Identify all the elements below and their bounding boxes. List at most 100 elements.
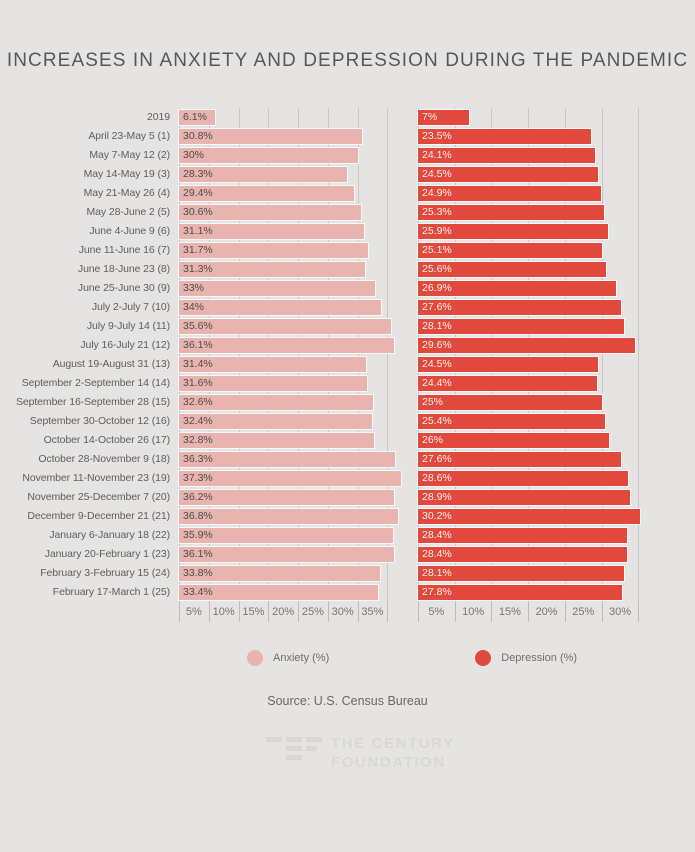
depression-bar: 25.4% (418, 414, 605, 429)
bar-value-label: 27.8% (422, 586, 452, 598)
depression-plot: 7% (418, 108, 659, 127)
axis-tick-label: 30% (331, 606, 354, 618)
legend-swatch (247, 650, 263, 666)
row-label: November 11-November 23 (19) (22, 472, 170, 484)
bar-value-label: 33.8% (183, 567, 213, 579)
row-label: December 9-December 21 (21) (27, 510, 170, 522)
axis-tick-label: 10% (212, 606, 235, 618)
depression-plot: 30.2% (418, 507, 659, 526)
gridline (387, 374, 389, 393)
gridline (357, 184, 359, 203)
gridline (638, 279, 640, 298)
row-label: September 2-September 14 (14) (21, 377, 170, 389)
tcf-logo-icon (266, 734, 322, 772)
gridline (638, 393, 640, 412)
legend-label-depression: Depression (%) (501, 652, 578, 664)
tcf-logo-line2: FOUNDATION (331, 754, 446, 772)
anxiety-bar: 36.8% (179, 509, 399, 524)
gridline (238, 108, 240, 127)
page-title: INCREASES IN ANXIETY AND DEPRESSION DURI… (6, 50, 689, 71)
bar-value-label: 25.3% (422, 206, 452, 218)
row-label: June 25-June 30 (9) (77, 282, 170, 294)
bar-value-label: 30.8% (183, 130, 213, 142)
row-label: July 9-July 14 (11) (86, 320, 170, 332)
gridline (638, 564, 640, 583)
depression-bar: 23.5% (418, 129, 591, 144)
axis-tick-label: 30% (609, 606, 632, 618)
bar-value-label: 28.4% (422, 529, 452, 541)
bar-value-label: 31.4% (183, 358, 213, 370)
bar-value-label: 30.6% (183, 206, 213, 218)
gridline (387, 431, 389, 450)
bar-value-label: 36.8% (183, 510, 213, 522)
depression-plot: 25.9% (418, 222, 659, 241)
gridline (564, 108, 566, 127)
anxiety-plot: 34% (179, 298, 404, 317)
axis-tick-label: 10% (462, 606, 485, 618)
gridline (387, 298, 389, 317)
gridline (298, 108, 300, 127)
depression-plot: 26% (418, 431, 659, 450)
row-label: October 28-November 9 (18) (38, 453, 170, 465)
depression-plot: 27.6% (418, 450, 659, 469)
row-label: October 14-October 26 (17) (43, 434, 170, 446)
gridline (638, 374, 640, 393)
chart-row: June 18-June 23 (8) 31.3% 25.6% (10, 260, 695, 279)
depression-plot: 28.4% (418, 545, 659, 564)
axis-tick-label: 15% (498, 606, 521, 618)
anxiety-bar: 32.4% (179, 414, 372, 429)
bar-value-label: 35.6% (183, 320, 213, 332)
anxiety-plot: 36.2% (179, 488, 404, 507)
row-label: 2019 (147, 111, 170, 123)
chart-row: November 11-November 23 (19) 37.3% 28.6% (10, 469, 695, 488)
depression-plot: 28.9% (418, 488, 659, 507)
anxiety-plot: 37.3% (179, 469, 404, 488)
anxiety-plot: 30.8% (179, 127, 404, 146)
axis-tick (357, 602, 359, 622)
bar-chart: 2019 6.1% 7% April 23-May 5 (1) 30.8% 23… (10, 108, 695, 624)
depression-bar: 24.9% (418, 186, 601, 201)
row-label: February 3-February 15 (24) (40, 567, 170, 579)
anxiety-plot: 28.3% (179, 165, 404, 184)
axis-tick (387, 602, 389, 622)
bar-value-label: 25% (422, 396, 444, 408)
anxiety-bar: 31.3% (179, 262, 366, 277)
anxiety-plot: 36.3% (179, 450, 404, 469)
legend-item-depression: Depression (%) (475, 650, 577, 666)
bar-value-label: 36.1% (183, 339, 213, 351)
gridline (601, 355, 603, 374)
gridline (638, 469, 640, 488)
chart-row: August 19-August 31 (13) 31.4% 24.5% (10, 355, 695, 374)
depression-plot: 27.8% (418, 583, 659, 602)
gridline (387, 583, 389, 602)
row-label: May 28-June 2 (5) (86, 206, 170, 218)
anxiety-plot: 30.6% (179, 203, 404, 222)
anxiety-bar: 31.7% (179, 243, 368, 258)
depression-bar: 26.9% (418, 281, 616, 296)
gridline (387, 108, 389, 127)
bar-value-label: 24.5% (422, 168, 452, 180)
depression-bar: 29.6% (418, 338, 636, 353)
bar-value-label: 32.6% (183, 396, 213, 408)
anxiety-bar: 32.6% (179, 395, 374, 410)
depression-plot: 27.6% (418, 298, 659, 317)
anxiety-bar: 36.2% (179, 490, 395, 505)
gridline (387, 412, 389, 431)
depression-plot: 23.5% (418, 127, 659, 146)
anxiety-bar: 36.3% (179, 452, 396, 467)
bar-value-label: 26% (422, 434, 444, 446)
gridline (601, 184, 603, 203)
axis-tick (268, 602, 270, 622)
anxiety-plot: 35.6% (179, 317, 404, 336)
bar-value-label: 28.3% (183, 168, 213, 180)
gridline (601, 374, 603, 393)
legend: Anxiety (%) Depression (%) (247, 650, 695, 666)
row-label: May 21-May 26 (4) (83, 187, 171, 199)
gridline (387, 241, 389, 260)
legend-swatch (475, 650, 492, 666)
depression-bar: 24.1% (418, 148, 596, 163)
bar-value-label: 7% (422, 111, 438, 123)
chart-row: October 28-November 9 (18) 36.3% 27.6% (10, 450, 695, 469)
anxiety-plot: 36.1% (179, 545, 404, 564)
anxiety-bar: 35.9% (179, 528, 393, 543)
